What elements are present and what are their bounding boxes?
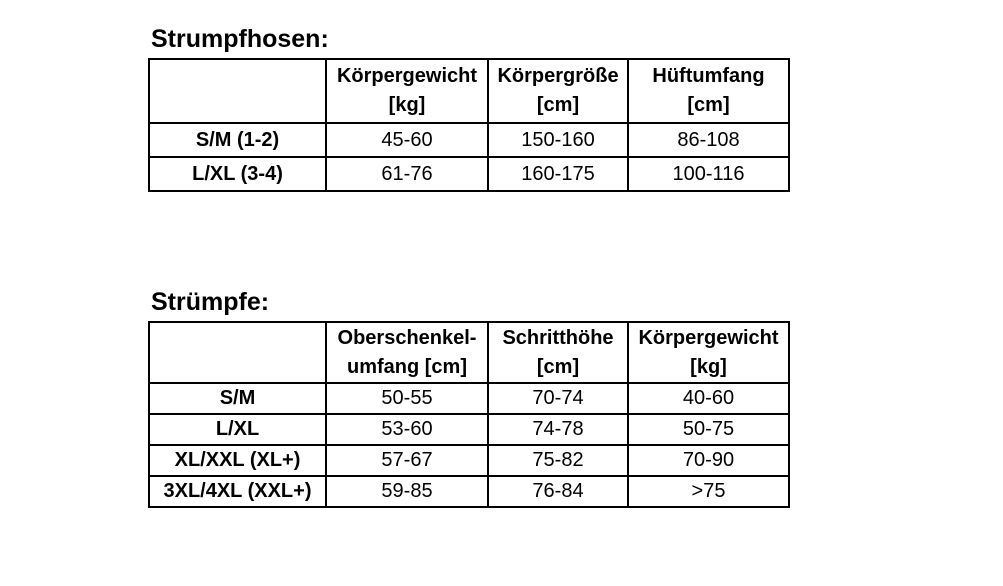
table-row: XL/XXL (XL+) 57-67 75-82 70-90 (148, 444, 790, 477)
size-table-struempfe: Oberschenkel- umfang [cm] Schritthöhe [c… (148, 321, 790, 508)
row-label: S/M (1-2) (148, 122, 327, 158)
header-line1: Oberschenkel- (337, 326, 477, 349)
column-header-hueftumfang: Hüftumfang [cm] (627, 58, 790, 124)
header-line1: Körpergewicht (336, 65, 478, 87)
header-row: Körpergewicht [kg] Körpergröße [cm] Hüft… (148, 58, 790, 124)
table-row: S/M (1-2) 45-60 150-160 86-108 (148, 122, 790, 158)
column-header-koerpergewicht: Körpergewicht [kg] (627, 321, 790, 384)
table-row: L/XL (3-4) 61-76 160-175 100-116 (148, 156, 790, 192)
row-label: XL/XXL (XL+) (148, 444, 327, 477)
table-row: S/M 50-55 70-74 40-60 (148, 382, 790, 415)
table-cell: 45-60 (325, 122, 489, 158)
section-title-strumpfhosen: Strumpfhosen: (151, 25, 329, 53)
column-header-empty (148, 58, 327, 124)
header-line1: Körpergröße (497, 65, 619, 87)
table-cell: 75-82 (487, 444, 629, 477)
row-label: L/XL (148, 413, 327, 446)
table-cell: >75 (627, 475, 790, 508)
header-line2: umfang [cm] (347, 355, 467, 378)
size-table-strumpfhosen: Körpergewicht [kg] Körpergröße [cm] Hüft… (148, 58, 790, 192)
table-cell: 61-76 (325, 156, 489, 192)
column-header-koerpergewicht: Körpergewicht [kg] (325, 58, 489, 124)
row-label: S/M (148, 382, 327, 415)
header-line1: Hüftumfang (652, 65, 765, 87)
column-header-empty (148, 321, 327, 384)
table-cell: 57-67 (325, 444, 489, 477)
header-line2: [kg] (690, 355, 727, 378)
table-cell: 86-108 (627, 122, 790, 158)
header-line2: [kg] (388, 94, 426, 116)
table-cell: 59-85 (325, 475, 489, 508)
header-line1: Schritthöhe (502, 326, 614, 349)
header-line2: [cm] (687, 94, 730, 116)
column-header-oberschenkelumfang: Oberschenkel- umfang [cm] (325, 321, 489, 384)
row-label: 3XL/4XL (XXL+) (148, 475, 327, 508)
header-line1: Körpergewicht (638, 326, 779, 349)
table-cell: 76-84 (487, 475, 629, 508)
table-cell: 50-75 (627, 413, 790, 446)
header-row: Oberschenkel- umfang [cm] Schritthöhe [c… (148, 321, 790, 384)
table-cell: 53-60 (325, 413, 489, 446)
table-cell: 70-90 (627, 444, 790, 477)
table-cell: 70-74 (487, 382, 629, 415)
column-header-schritthoehe: Schritthöhe [cm] (487, 321, 629, 384)
header-line2: [cm] (536, 94, 580, 116)
table-cell: 40-60 (627, 382, 790, 415)
table-cell: 74-78 (487, 413, 629, 446)
table-row: 3XL/4XL (XXL+) 59-85 76-84 >75 (148, 475, 790, 508)
table-cell: 160-175 (487, 156, 629, 192)
table-cell: 150-160 (487, 122, 629, 158)
section-title-struempfe: Strümpfe: (151, 288, 270, 316)
column-header-koerpergroesse: Körpergröße [cm] (487, 58, 629, 124)
row-label: L/XL (3-4) (148, 156, 327, 192)
header-line2: [cm] (536, 355, 580, 378)
table-row: L/XL 53-60 74-78 50-75 (148, 413, 790, 446)
table-cell: 100-116 (627, 156, 790, 192)
table-cell: 50-55 (325, 382, 489, 415)
